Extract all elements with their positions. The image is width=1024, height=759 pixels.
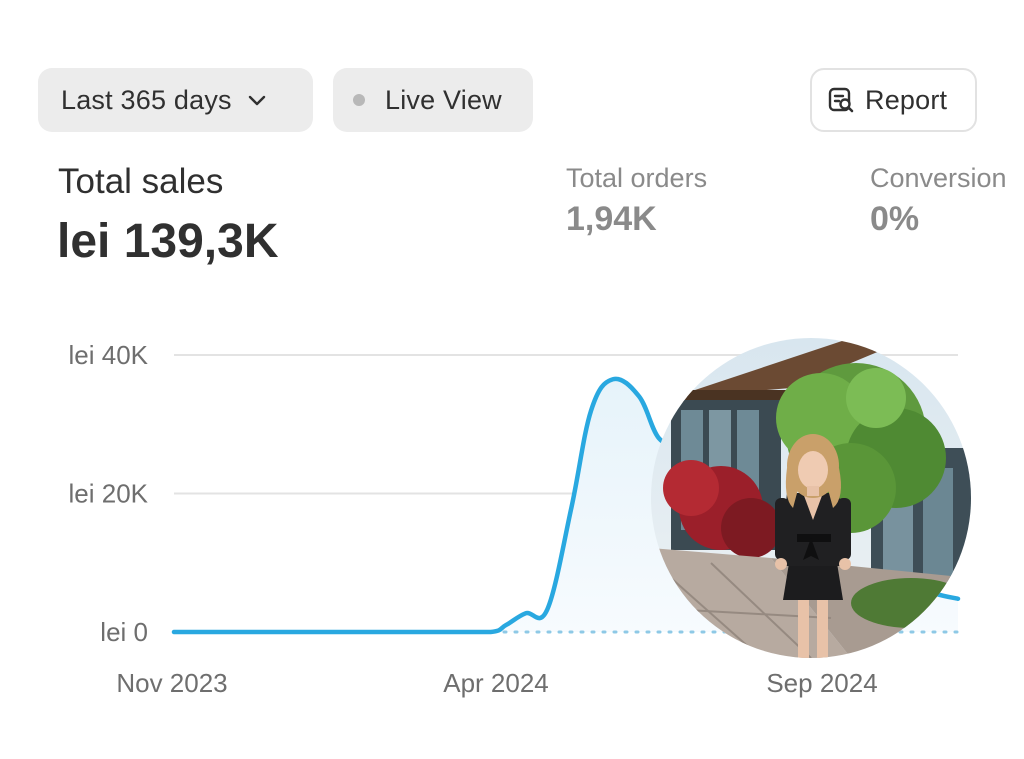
report-search-icon	[828, 87, 854, 113]
profile-photo	[651, 338, 971, 658]
date-range-label: Last 365 days	[61, 84, 232, 115]
x-tick-label: Sep 2024	[766, 668, 877, 698]
report-button[interactable]: Report	[810, 68, 977, 132]
y-tick-label: lei 0	[100, 617, 148, 647]
chevron-down-icon	[248, 95, 265, 106]
total-orders-label[interactable]: Total orders	[566, 163, 708, 193]
total-orders-value: 1,94K	[566, 200, 657, 238]
total-sales-value: lei 139,3K	[57, 215, 279, 268]
profile-photo-avatar	[651, 338, 971, 658]
live-view-label: Live View	[385, 84, 502, 115]
x-tick-label: Apr 2024	[443, 668, 549, 698]
date-range-dropdown[interactable]: Last 365 days	[38, 68, 313, 132]
y-tick-label: lei 40K	[69, 340, 149, 370]
conversion-value: 0%	[870, 200, 920, 238]
report-label: Report	[865, 84, 948, 115]
x-tick-label: Nov 2023	[116, 668, 227, 698]
total-sales-label: Total sales	[58, 162, 224, 201]
live-status-dot	[353, 94, 365, 106]
live-view-button[interactable]: Live View	[333, 68, 533, 132]
conversion-label[interactable]: Conversion	[870, 163, 1007, 193]
y-tick-label: lei 20K	[69, 479, 149, 509]
